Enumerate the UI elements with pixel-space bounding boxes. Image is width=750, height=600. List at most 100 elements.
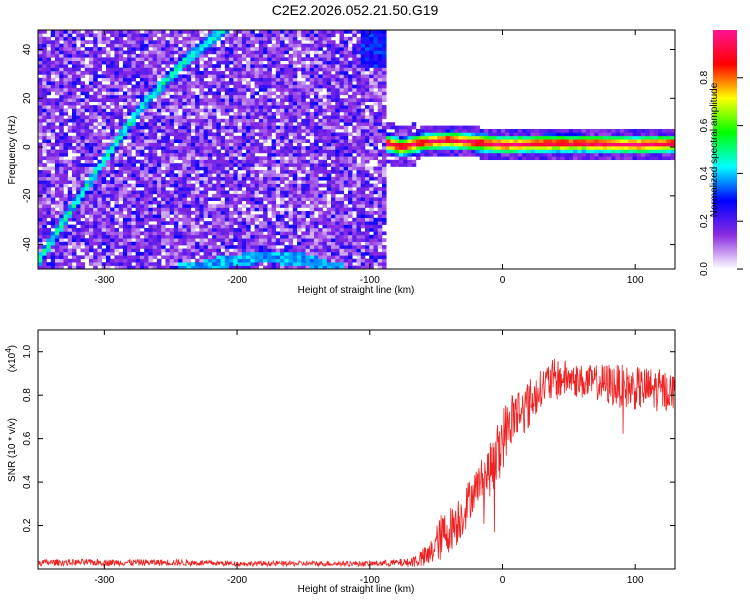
spectrogram-cell <box>343 111 349 116</box>
spectrogram-cell <box>84 129 90 133</box>
spectrogram-cell <box>127 166 132 171</box>
spectrogram-cell <box>42 81 47 85</box>
spectrogram-cell <box>373 221 379 225</box>
spectrogram-cell <box>161 146 166 150</box>
spectrogram-cell <box>118 74 124 79</box>
spectrogram-cell <box>352 33 357 38</box>
spectrogram-cell <box>199 101 204 106</box>
spectrogram-cell <box>343 64 349 68</box>
spectrogram-cell <box>369 88 374 92</box>
spectrogram-cell <box>203 60 209 65</box>
spectrogram-cell <box>233 197 238 202</box>
spectrogram-cell <box>161 77 166 82</box>
spectrogram-cell <box>335 210 340 215</box>
spectrogram-cell <box>42 132 47 137</box>
spectrogram-cell <box>339 132 345 137</box>
spectrogram-cell <box>297 159 302 164</box>
spectrogram-cell <box>246 33 251 38</box>
spectrogram-cell <box>331 74 336 79</box>
spectrogram-cell <box>207 30 213 34</box>
spectrogram-cell <box>356 108 362 113</box>
spectrogram-cell <box>369 122 374 126</box>
spectrogram-cell <box>271 258 277 263</box>
spectrogram-cell <box>139 204 145 208</box>
spectrogram-cell <box>139 118 145 123</box>
spectrogram-cell <box>76 94 81 99</box>
spectrogram-cell <box>212 210 217 215</box>
spectrogram-cell <box>288 169 294 174</box>
spectrogram-cell <box>199 91 204 96</box>
spectrogram-cell <box>258 258 264 263</box>
spectrogram-cell <box>169 57 175 62</box>
spectrogram-cell <box>46 166 52 171</box>
spectrogram-cell <box>38 183 43 188</box>
spectrogram-cell <box>356 57 362 62</box>
spectrogram-cell <box>135 262 141 266</box>
spectrogram-cell <box>339 84 345 89</box>
spectrogram-cell <box>233 142 238 147</box>
spectrogram-cell <box>305 139 311 143</box>
spectrogram-cell <box>263 40 268 44</box>
spectrogram-cell <box>233 228 238 232</box>
spectrogram-cell <box>258 228 264 232</box>
spectrogram-cell <box>148 183 153 188</box>
spectrogram-cell <box>80 40 86 44</box>
spectrogram-cell <box>84 146 90 150</box>
spectrogram-cell <box>369 265 374 270</box>
spectrogram-cell <box>275 70 281 75</box>
spectrogram-cell <box>186 132 192 137</box>
spectrogram-cell <box>314 204 319 208</box>
spectrogram-cell <box>42 108 47 113</box>
spectrogram-cell <box>135 210 141 215</box>
spectrogram-cell <box>152 166 158 171</box>
spectrogram-cell <box>88 146 94 150</box>
spectrogram-cell <box>148 91 153 96</box>
spectrogram-cell <box>318 33 323 38</box>
spectrogram-cell <box>169 132 175 137</box>
spectrogram-cell <box>364 241 370 246</box>
spectrogram-cell <box>148 224 153 229</box>
spectrogram-cell <box>67 258 73 263</box>
spectrogram-cell <box>50 84 56 89</box>
spectrogram-cell <box>216 36 221 41</box>
spectrogram-cell <box>364 224 370 229</box>
spectrogram-cell <box>360 234 366 239</box>
spectrogram-cell <box>271 200 277 205</box>
spectrogram-cell <box>42 183 47 188</box>
spectrogram-cell <box>199 152 204 157</box>
spectrogram-cell <box>199 231 204 236</box>
spectrogram-cell <box>275 139 281 143</box>
spectrogram-cell <box>335 77 340 82</box>
spectrogram-cell <box>207 132 213 137</box>
spectrogram-cell <box>144 176 149 181</box>
spectrogram-cell <box>318 163 323 167</box>
spectrogram-cell <box>309 169 315 174</box>
spectrogram-cell <box>173 166 179 171</box>
spectrogram-cell <box>258 98 264 102</box>
spectrogram-cell <box>152 33 158 38</box>
spectrogram-cell <box>178 163 183 167</box>
spectrogram-cell <box>241 221 247 225</box>
spectrogram-cell <box>105 190 111 195</box>
spectrogram-cell <box>288 57 294 62</box>
spectrogram-cell <box>339 241 345 246</box>
spectrogram-cell <box>63 166 69 171</box>
spectrogram-cell <box>118 77 124 82</box>
spectrogram-cell <box>190 142 196 147</box>
spectrogram-cell <box>190 190 196 195</box>
spectrogram-cell <box>122 234 128 239</box>
spectrogram-cell <box>241 231 247 236</box>
spectrogram-cell <box>250 149 255 154</box>
spectrogram-cell <box>63 169 69 174</box>
spectrogram-cell <box>59 245 64 249</box>
spectrogram-cell <box>212 238 217 242</box>
spectrogram-cell <box>190 217 196 222</box>
spectrogram-cell <box>110 228 115 232</box>
spectrogram-cell <box>76 135 81 140</box>
spectrogram-cell <box>339 169 345 174</box>
spectrogram-cell <box>38 40 43 44</box>
spectrogram-cell <box>67 77 73 82</box>
spectrogram-cell <box>50 43 56 48</box>
spectrogram-cell <box>212 43 217 48</box>
spectrogram-cell <box>373 234 379 239</box>
